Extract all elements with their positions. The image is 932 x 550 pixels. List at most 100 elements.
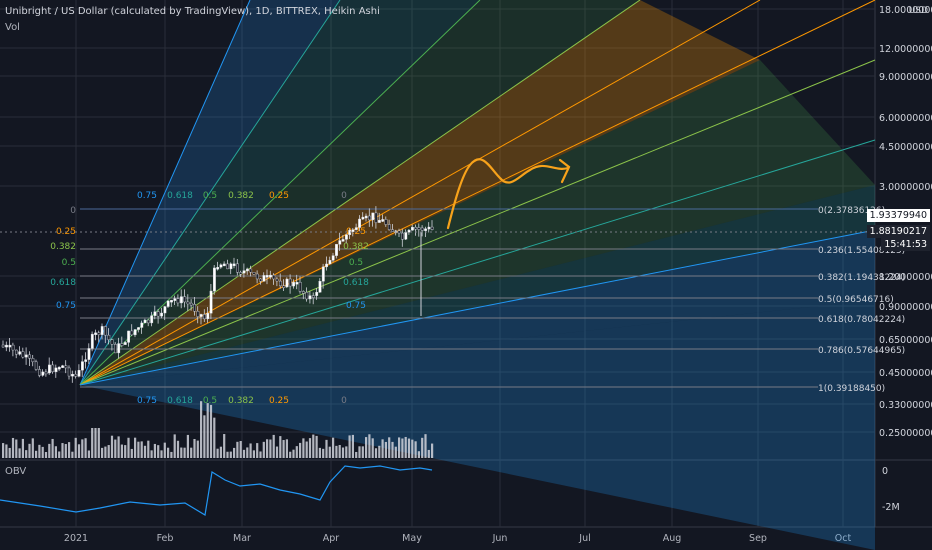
countdown-tag: 15:41:53 [881, 238, 930, 251]
volume-bar [124, 445, 127, 458]
volume-bar [71, 451, 74, 458]
fan-label-left: 0.382 [50, 242, 76, 252]
volume-bar [41, 446, 44, 458]
x-tick-label: Sep [749, 533, 767, 544]
candle-body [71, 373, 74, 377]
candle-body [140, 322, 144, 328]
candle-body [160, 312, 163, 317]
volume-bar [312, 434, 315, 458]
volume-bar [209, 404, 213, 458]
candle-body [137, 327, 140, 330]
fan-label-top: 0.25 [269, 191, 289, 201]
candle-body [166, 300, 170, 307]
fib-level-label: 0.5(0.96546716) [818, 295, 894, 305]
volume-bar [299, 442, 302, 458]
volume-bar [256, 443, 259, 458]
candle-body [325, 263, 328, 268]
volume-bar [269, 439, 272, 458]
annotation-arrowhead [558, 158, 571, 184]
current-price-tag: 1.88190217 [866, 225, 930, 238]
volume-bar [107, 445, 110, 458]
candle-body [206, 313, 210, 320]
y-tick-label: 9.00000000 [879, 72, 932, 83]
candle-body [272, 274, 276, 280]
volume-bar [325, 439, 328, 458]
volume-bar [114, 439, 117, 458]
volume-bar [266, 439, 269, 458]
candle-body [34, 361, 38, 370]
fan-band [80, 185, 875, 385]
candle-body [411, 226, 414, 231]
candle-body [123, 342, 127, 345]
volume-bar [130, 448, 133, 458]
volume-bar [272, 434, 275, 458]
fan-label-mid: 0.618 [343, 278, 369, 288]
y-tick-label: 3.00000000 [879, 182, 932, 193]
volume-bar [200, 401, 203, 458]
candle-body [1, 344, 5, 348]
volume-bar [391, 441, 394, 458]
candle-body [143, 319, 147, 324]
x-tick-label: Jun [492, 533, 508, 544]
volume-bar [404, 436, 407, 458]
candle-body [239, 272, 243, 275]
volume-bar [167, 447, 170, 458]
volume-bar [157, 445, 160, 458]
candle-body [127, 330, 131, 343]
volume-bar [143, 445, 147, 458]
volume-bar [223, 434, 226, 458]
volume-bar [361, 446, 364, 458]
volume-bar [44, 451, 48, 458]
fan-label-top: 0.5 [203, 191, 217, 201]
candle-body [378, 219, 381, 223]
volume-bar [31, 438, 34, 458]
y-tick-label: 4.50000000 [879, 142, 932, 153]
fan-ray [79, 0, 641, 386]
volume-bar [398, 437, 401, 458]
y-tick-label: 12.00000000 [879, 44, 932, 55]
candle-body [90, 333, 94, 349]
last-price-tag: 1.93379940 [866, 209, 930, 222]
volume-bar [25, 450, 28, 458]
volume-bar [61, 443, 64, 458]
volume-bar [358, 446, 361, 458]
currency-label[interactable]: USD [908, 6, 928, 16]
candle-body [113, 344, 117, 354]
volume-bar [315, 435, 318, 458]
fan-label-left: 0.5 [62, 258, 76, 268]
candle-body [222, 263, 226, 267]
candle-body [285, 278, 289, 288]
candle-body [269, 274, 272, 278]
obv-legend: OBV [5, 466, 27, 477]
symbol-title[interactable]: Unibright / US Dollar (calculated by Tra… [5, 6, 380, 17]
candle-body [318, 281, 322, 293]
x-tick-label: Mar [233, 533, 251, 544]
volume-bar [427, 449, 430, 458]
fan-label-bottom: 0.382 [228, 396, 254, 406]
volume-bar [381, 439, 384, 458]
volume-bar [2, 443, 5, 458]
candle-body [24, 354, 28, 358]
volume-bar [193, 438, 196, 458]
candle-body [295, 282, 299, 285]
volume-bar [58, 451, 61, 458]
volume-bar [11, 437, 15, 458]
candle-body [259, 278, 262, 282]
volume-bar [285, 439, 288, 458]
candle-body [341, 239, 345, 242]
volume-bar [335, 445, 338, 458]
candle-body [407, 229, 411, 233]
volume-bar [249, 443, 252, 458]
volume-bar [332, 437, 335, 458]
volume-bar [348, 435, 351, 458]
candle-body [97, 332, 101, 335]
candle-body [94, 332, 98, 335]
candle-body [133, 329, 137, 336]
fan-label-bottom: 0.618 [167, 396, 193, 406]
candle-body [74, 373, 78, 377]
candle-body [183, 296, 187, 303]
volume-bar [282, 440, 285, 458]
volume-bar [101, 447, 104, 458]
candle-body [387, 224, 391, 230]
